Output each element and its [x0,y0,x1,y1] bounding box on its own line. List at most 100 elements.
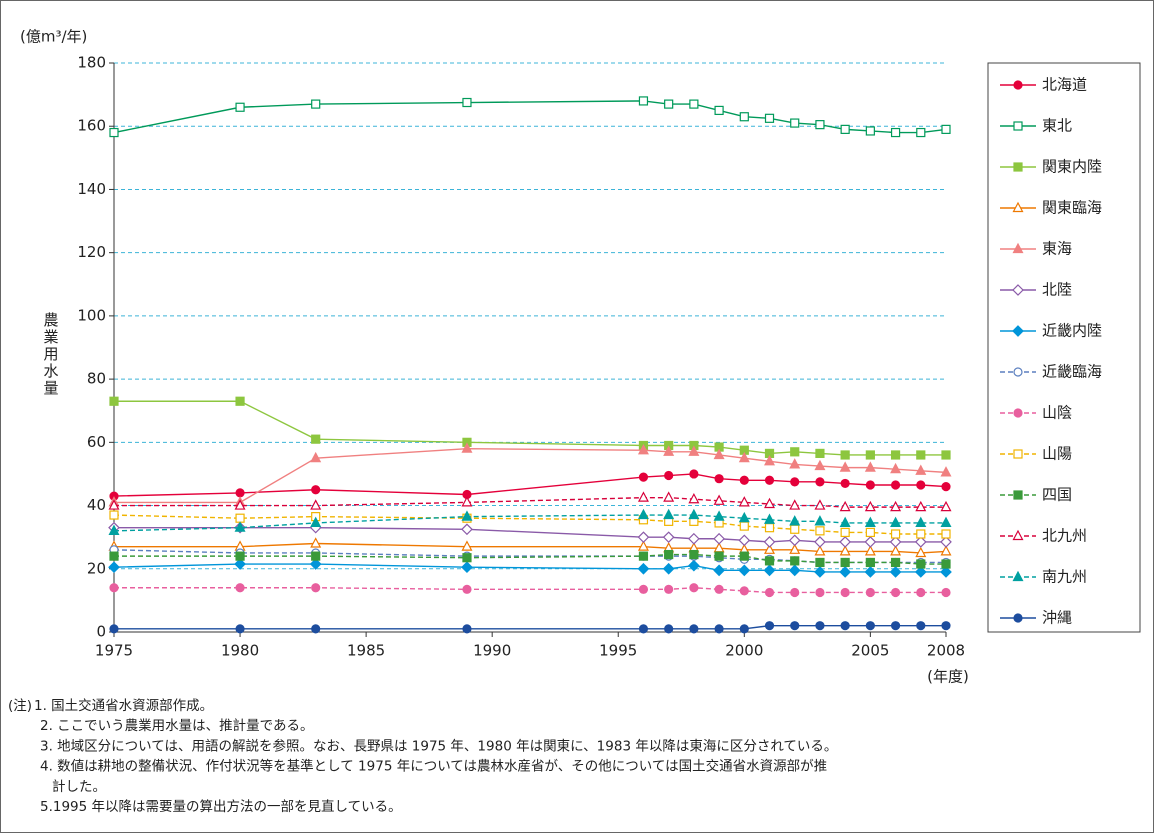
data-point [814,499,826,510]
data-point [941,450,951,460]
x-tick-label: 1985 [347,642,385,660]
data-point [839,500,851,512]
data-point [889,566,902,578]
data-point [864,545,876,556]
data-point [311,434,321,444]
x-tick-label: 1980 [221,642,259,660]
data-point [915,464,927,475]
legend-marker [1013,408,1023,418]
data-point [916,480,926,490]
data-point [310,537,322,548]
data-point [764,523,775,533]
data-point [763,564,776,577]
data-point [109,624,119,634]
data-point [890,516,902,528]
data-point [234,558,246,570]
note-line: 5.1995 年以降は需要量の算出方法の一部を見直している。 [40,799,402,815]
data-point [664,470,674,481]
series-line [114,587,946,594]
data-point [663,445,675,456]
legend-label: 沖縄 [1042,609,1072,627]
legend-marker [1012,570,1024,582]
data-point [688,492,700,504]
data-point [865,587,875,598]
data-point [890,480,901,490]
data-point [865,480,875,490]
data-point [839,461,851,472]
data-point [764,113,775,123]
data-point [764,513,776,524]
data-point [235,488,245,498]
data-point [664,549,674,560]
data-point [663,508,675,520]
data-point [461,561,473,574]
data-point [840,527,850,538]
legend-marker [1012,242,1024,254]
data-point [235,513,245,523]
legend-label: 近畿臨海 [1042,363,1102,381]
data-point [864,516,876,528]
legend-label: 関東臨海 [1042,199,1102,217]
data-point [839,545,851,556]
data-point [688,559,700,572]
legend-label: 山陰 [1042,404,1072,422]
x-tick-label: 1975 [95,642,133,660]
data-point [311,551,321,561]
data-point [788,534,801,547]
data-point [839,566,852,578]
data-point [738,534,751,547]
x-tick-label: 1990 [473,642,511,660]
legend-marker [1012,284,1024,296]
data-point [914,536,927,548]
data-point [637,540,649,551]
data-point [637,531,650,544]
note-label: (注) [8,698,32,714]
data-point [840,621,850,631]
data-point [940,545,952,556]
y-tick-label: 160 [77,117,106,135]
data-point [688,445,700,456]
data-point [764,475,775,485]
data-point [941,529,951,539]
data-point [689,99,699,109]
data-point [713,510,725,521]
data-point [713,494,725,505]
data-point [235,396,245,406]
y-tick-label: 140 [77,180,106,198]
data-point [714,551,724,561]
data-point [840,478,850,489]
data-point [235,583,245,593]
data-point [714,105,724,116]
data-point [916,587,926,598]
data-point [790,477,800,487]
data-point [916,450,926,460]
data-point [638,551,649,561]
data-point [637,508,649,520]
data-point [815,448,825,458]
legend-label: 北九州 [1042,527,1087,545]
data-point [890,462,902,474]
legend-marker [1013,490,1023,500]
data-point [739,521,749,531]
data-point [789,515,801,526]
data-point [814,545,826,556]
data-point [311,624,321,634]
data-point [739,586,749,596]
data-point [941,124,951,134]
note-line: 計した。 [52,779,106,795]
data-point [739,551,749,561]
legend-label: 近畿内陸 [1042,322,1102,340]
x-tick-label: 2000 [725,642,763,660]
legend-label: 北陸 [1042,281,1072,299]
data-point [940,500,952,512]
data-point [688,532,700,545]
data-point [108,561,120,574]
data-point [864,500,876,512]
data-point [814,536,826,548]
data-point [916,529,926,539]
data-point [941,481,951,492]
data-point [815,587,825,598]
data-point [890,500,902,512]
data-point [713,564,725,577]
